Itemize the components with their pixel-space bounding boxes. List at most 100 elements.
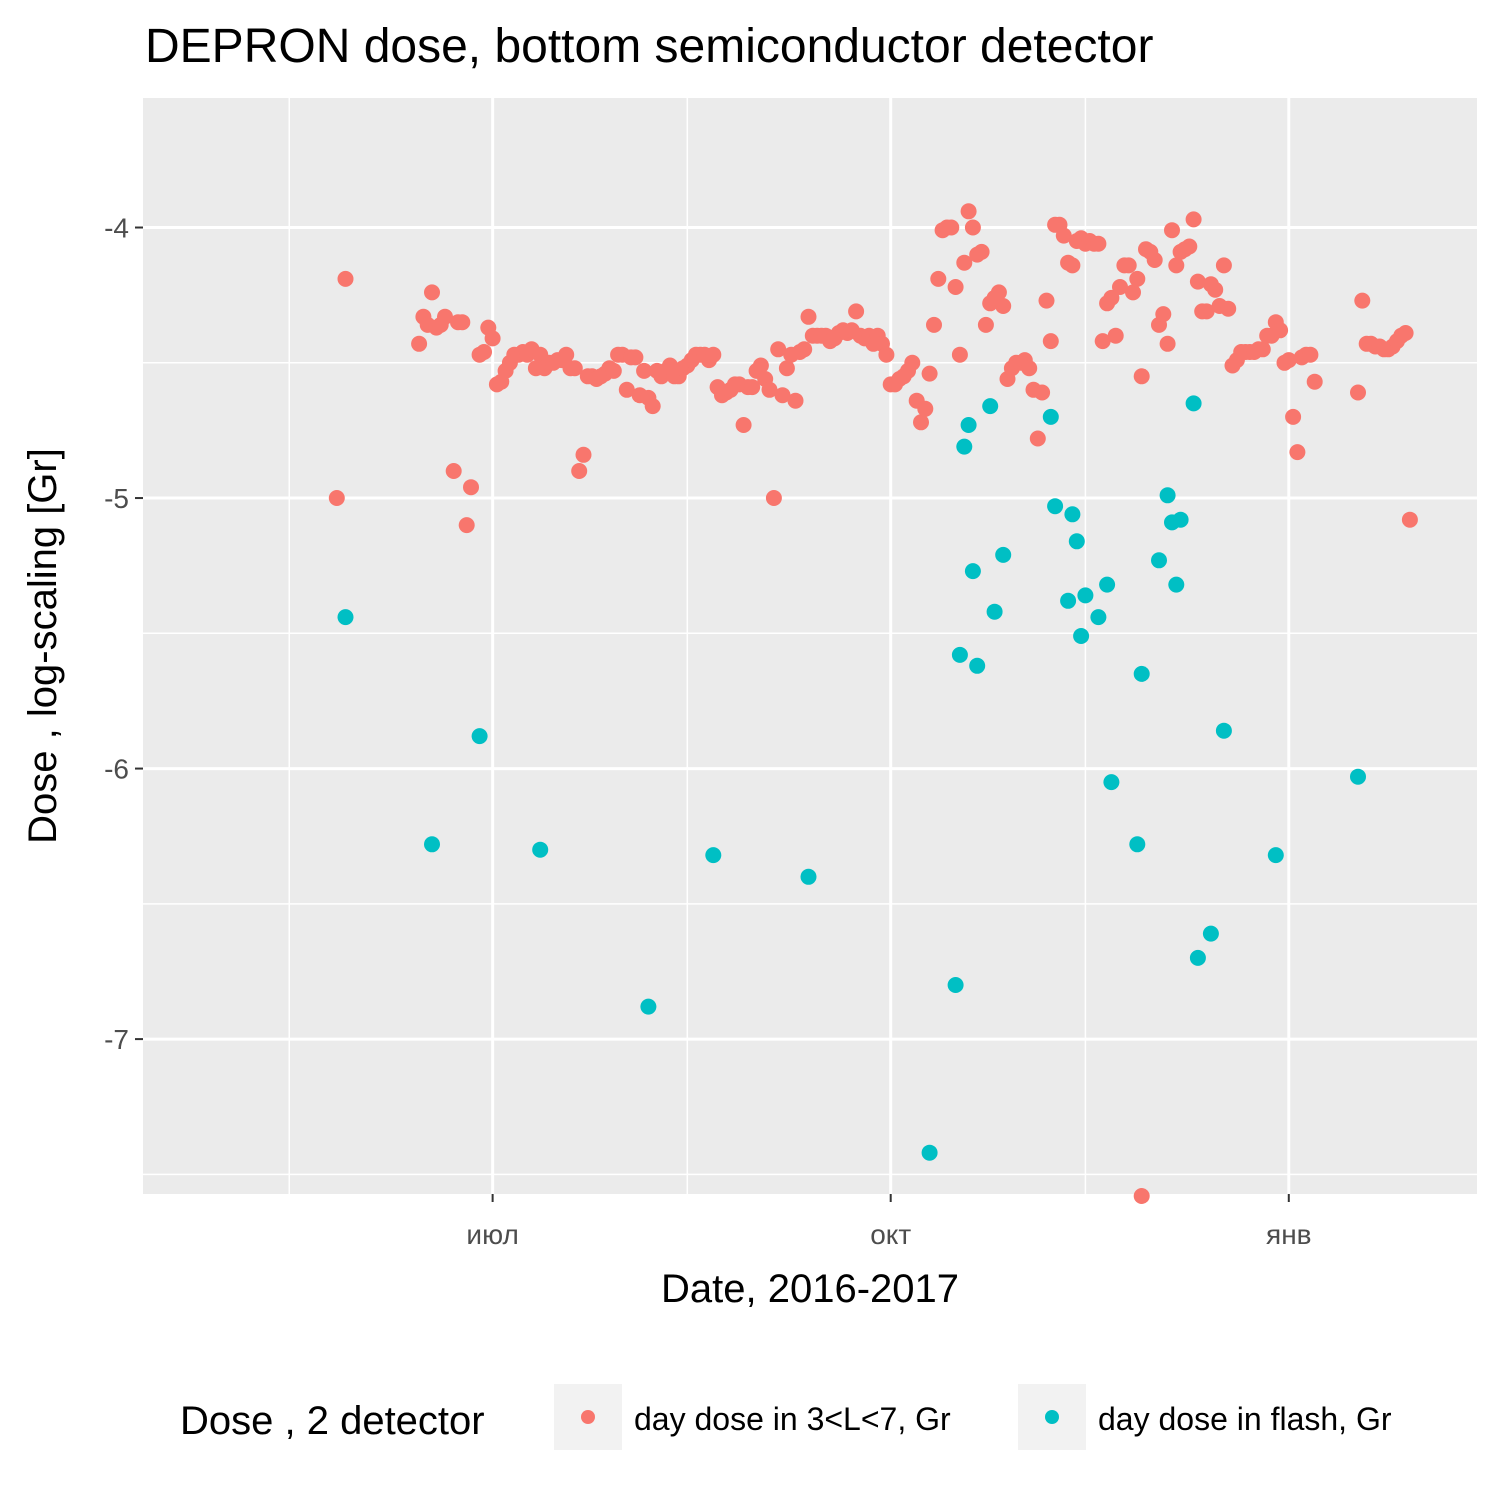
- day-dose-point: [1306, 373, 1323, 390]
- day-dose-point: [1220, 300, 1237, 317]
- day-dose-point: [1055, 227, 1072, 244]
- y-tick-label: -6: [104, 754, 129, 785]
- day-dose-point: [1280, 352, 1297, 369]
- flash-dose-point: [1133, 665, 1150, 682]
- flash-dose-point: [424, 836, 440, 853]
- day-dose-point: [1112, 279, 1128, 295]
- minor-gridlines: [143, 98, 1477, 1194]
- day-dose-point: [1133, 368, 1150, 385]
- day-dose-point: [800, 308, 817, 325]
- day-dose-point: [445, 463, 462, 479]
- flash-dose-point: [800, 868, 817, 885]
- day-dose-point: [878, 346, 895, 363]
- day-dose-point: [636, 362, 653, 379]
- day-dose-point: [1029, 430, 1046, 447]
- day-dose-point: [778, 360, 795, 377]
- legend-key-flash-dose: [1045, 1410, 1059, 1424]
- day-dose-point: [1021, 360, 1038, 377]
- day-dose-point: [904, 354, 921, 371]
- day-dose-point: [1090, 235, 1107, 252]
- day-dose-point: [995, 298, 1012, 314]
- day-dose-point: [1107, 327, 1124, 344]
- day-dose-point: [476, 344, 492, 360]
- y-tick-label: -4: [104, 213, 129, 244]
- flash-dose-point: [947, 977, 964, 993]
- flash-dose-point: [705, 847, 722, 864]
- flash-dose-point: [1172, 511, 1189, 528]
- legend-label-day-dose: day dose in 3<L<7, Gr: [634, 1401, 951, 1437]
- flash-dose-point: [1077, 587, 1094, 604]
- flash-dose-point: [1159, 487, 1176, 504]
- day-dose-point: [1164, 222, 1180, 239]
- day-dose-point: [627, 349, 644, 366]
- day-dose-point: [1064, 257, 1081, 274]
- day-dose-point: [956, 254, 973, 271]
- flash-dose-point: [1350, 768, 1366, 785]
- day-dose-point: [964, 219, 981, 236]
- day-dose-point: [558, 346, 575, 363]
- day-dose-point: [424, 284, 440, 301]
- flash-dose-point: [969, 657, 986, 674]
- flash-dose-point: [1189, 949, 1206, 966]
- day-dose-point: [770, 341, 787, 358]
- legend-key-day-dose: [581, 1410, 595, 1424]
- flash-dose-point: [1103, 774, 1120, 791]
- flash-dose-point: [986, 603, 1003, 620]
- day-dose-point: [571, 463, 588, 479]
- day-dose-point: [926, 316, 942, 333]
- day-dose-point: [951, 346, 968, 363]
- day-dose-point: [761, 381, 778, 398]
- day-dose-point: [917, 400, 934, 417]
- x-axis-label: Date, 2016-2017: [661, 1267, 959, 1311]
- flash-dose-point: [471, 728, 488, 745]
- flash-dose-point: [1129, 836, 1146, 853]
- day-dose-point: [458, 517, 475, 534]
- day-dose-point: [913, 414, 929, 431]
- day-dose-point: [1155, 306, 1172, 323]
- day-dose-point: [1159, 335, 1176, 352]
- flash-dose-point: [921, 1144, 938, 1161]
- flash-dose-point: [532, 841, 549, 858]
- day-dose-point: [990, 284, 1007, 301]
- flash-dose-point: [1185, 395, 1202, 412]
- day-dose-point: [454, 314, 471, 331]
- day-dose-point: [411, 335, 428, 352]
- flash-dose-point: [1168, 576, 1185, 593]
- flash-dose-point: [1099, 576, 1116, 593]
- day-dose-point: [1038, 292, 1055, 309]
- flash-dose-point: [995, 546, 1012, 563]
- day-dose-point: [1207, 281, 1224, 298]
- flash-dose-point: [1267, 847, 1284, 864]
- day-dose-point: [930, 270, 947, 287]
- flash-dose-point: [1047, 498, 1064, 515]
- day-dose-point: [705, 346, 722, 363]
- day-dose-point: [943, 219, 960, 236]
- day-dose-point: [973, 243, 990, 260]
- day-dose-point: [1042, 333, 1059, 350]
- flash-dose-point: [964, 563, 981, 580]
- flash-dose-point: [1064, 506, 1081, 523]
- flash-dose-point: [1068, 533, 1085, 550]
- day-dose-point: [484, 330, 501, 347]
- day-dose-point: [437, 308, 453, 325]
- day-dose-point: [463, 479, 479, 496]
- flash-dose-point: [951, 646, 968, 663]
- day-dose-point: [1185, 211, 1202, 228]
- day-dose-point: [1350, 384, 1366, 401]
- flash-dose-point: [1202, 925, 1219, 942]
- day-dose-point: [848, 303, 865, 320]
- flash-dose-point: [337, 609, 354, 626]
- flash-dose-point: [960, 417, 977, 433]
- day-dose-point: [328, 490, 345, 506]
- flash-dose-point: [1073, 628, 1090, 644]
- day-dose-point: [1181, 238, 1198, 255]
- day-dose-point: [1133, 1188, 1150, 1204]
- y-axis-ticks: -7 -6 -5 -4: [104, 213, 143, 1055]
- flash-dose-point: [1042, 408, 1059, 425]
- flash-dose-point: [1215, 722, 1232, 739]
- day-dose-point: [1129, 270, 1146, 287]
- flash-dose-point: [956, 438, 973, 455]
- day-dose-point: [1272, 322, 1289, 339]
- day-dose-point: [566, 360, 583, 377]
